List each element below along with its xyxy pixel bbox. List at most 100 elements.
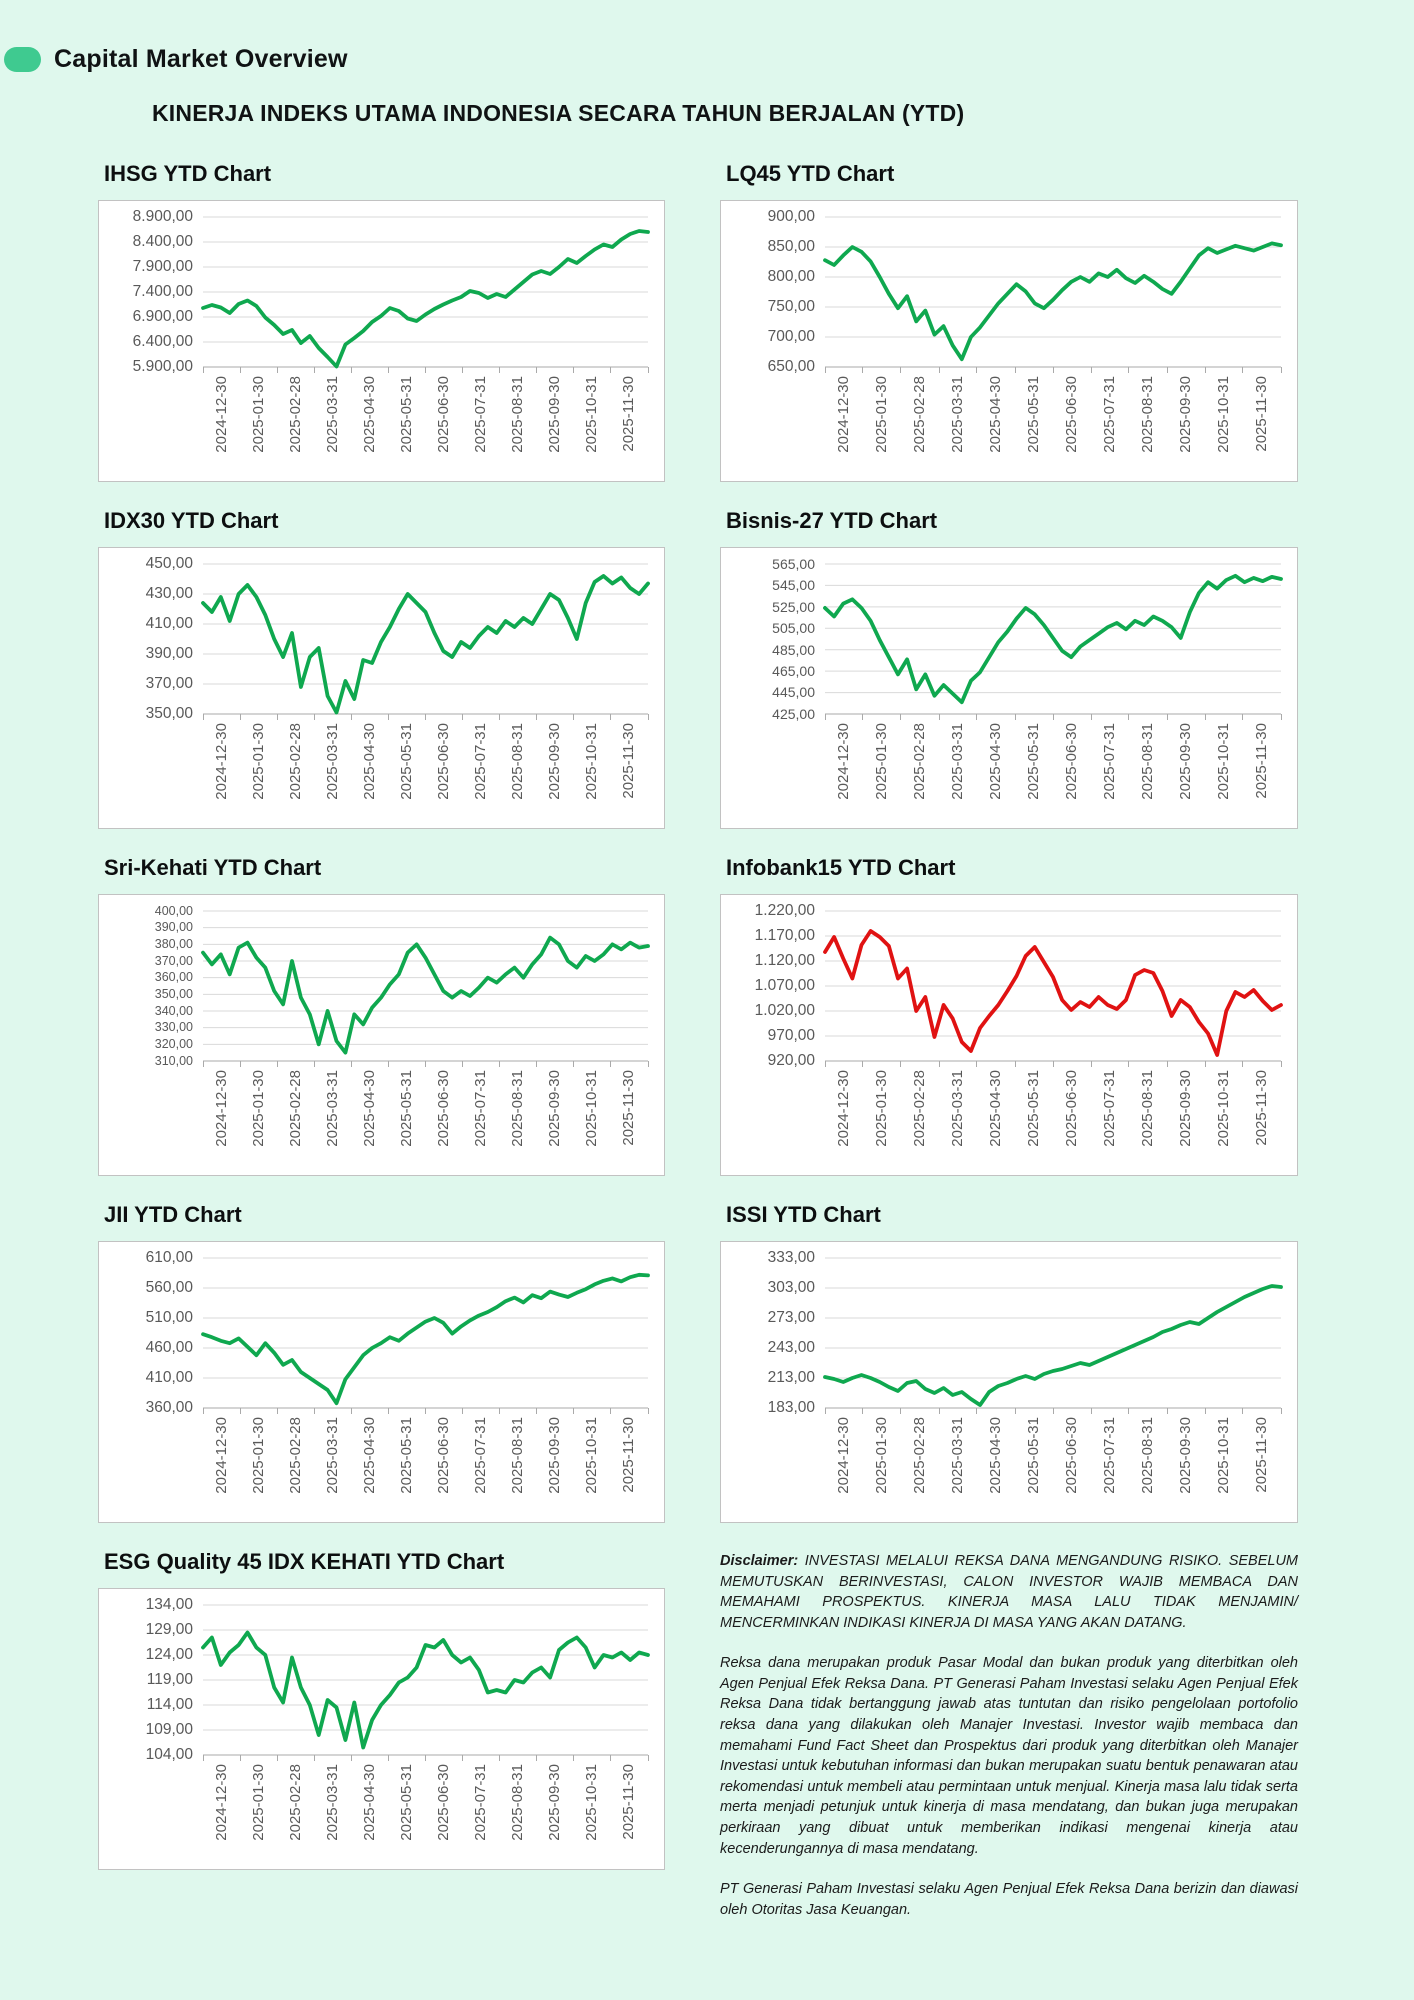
axis-tick [647, 714, 649, 720]
axis-tick [1052, 1408, 1054, 1414]
axis-tick [350, 1408, 352, 1414]
axis-tick [536, 1755, 538, 1761]
axis-tick [536, 714, 538, 720]
axis-tick [387, 367, 389, 373]
y-axis-label: 900,00 [767, 208, 815, 226]
x-axis-label: 2024-12-30 [834, 723, 852, 800]
axis-tick [900, 1061, 902, 1067]
y-axis-labels: 1.220,00 1.170,00 1.120,00 1.070,00 1.020,00… [729, 902, 825, 1069]
x-axis-label: 2025-07-31 [1101, 376, 1118, 453]
axis-tick [824, 1408, 826, 1414]
brand-pill-icon [4, 47, 41, 72]
y-axis-label: 650,00 [767, 358, 815, 375]
axis-tick [387, 1408, 389, 1414]
y-axis-label: 370,00 [145, 675, 193, 692]
chart-box: 900,00 850,00 800,00 750,00 700,00 650,00 202… [720, 200, 1298, 482]
y-axis-label: 8.400,00 [132, 233, 193, 250]
axis-tick [499, 1408, 501, 1414]
x-axis-label: 2025-02-28 [911, 723, 928, 800]
chart-cell-bisnis-27: Bisnis-27 YTD Chart 565,00 545,00 525,00 50… [720, 508, 1298, 829]
top-brand-bar: Capital Market Overview [0, 0, 1414, 74]
x-axis-label: 2025-04-30 [360, 1070, 378, 1147]
x-axis-label: 2024-12-30 [212, 1070, 230, 1147]
y-axis-label: 525,00 [772, 598, 815, 615]
x-axis-label: 2024-12-30 [834, 1070, 852, 1147]
axis-tick [573, 1408, 575, 1414]
x-axis-label: 2025-10-31 [583, 723, 601, 800]
x-axis-label: 2025-07-31 [1101, 1417, 1118, 1494]
chart-title: Sri-Kehati YTD Chart [104, 855, 322, 880]
chart-title: Infobank15 YTD Chart [726, 855, 956, 880]
axis-tick [1166, 367, 1168, 373]
axis-tick [1090, 1408, 1092, 1414]
x-axis-label: 2025-06-30 [435, 723, 453, 800]
x-axis-label: 2025-11-30 [1253, 1417, 1270, 1493]
x-axis-labels: 2024-12-30 2025-01-30 2025-02-28 2025-03-31… [824, 1408, 1282, 1514]
axis-tick [202, 714, 204, 720]
x-axis-label: 2025-04-30 [987, 376, 1004, 453]
y-axis-label: 350,00 [154, 987, 193, 1002]
x-axis-label: 2025-06-30 [1063, 723, 1080, 800]
axis-tick [976, 1061, 978, 1067]
y-axis-label: 505,00 [772, 620, 815, 637]
disclaimer-paragraph-2: Reksa dana merupakan produk Pasar Modal … [720, 1655, 1298, 1857]
axis-tick [462, 1408, 464, 1414]
axis-tick [499, 367, 501, 373]
x-axis-label: 2025-04-30 [987, 723, 1004, 800]
x-axis-labels: 2024-12-30 2025-01-30 2025-02-28 2025-03-31… [824, 714, 1282, 820]
axis-tick [499, 1755, 501, 1761]
x-axis-label: 2025-02-28 [286, 1417, 304, 1494]
y-axis-label: 320,00 [154, 1037, 193, 1052]
x-axis-label: 2025-01-30 [873, 1417, 890, 1494]
x-axis-label: 2025-03-31 [949, 1070, 966, 1147]
axis-tick [938, 1061, 940, 1067]
plot-svg [203, 1605, 648, 1755]
chart-title: Bisnis-27 YTD Chart [726, 508, 938, 533]
y-axis-label: 8.900,00 [132, 208, 193, 226]
x-axis-label: 2025-02-28 [286, 376, 304, 453]
axis-tick [1014, 1408, 1016, 1414]
x-axis-label: 2025-08-31 [509, 376, 527, 453]
x-axis-label: 2025-01-30 [249, 1417, 267, 1494]
x-axis-label: 2025-08-31 [509, 1070, 527, 1147]
disclaimer-paragraph-3: PT Generasi Paham Investasi selaku Agen … [720, 1881, 1298, 1918]
axis-tick [462, 367, 464, 373]
x-axis-label: 2025-05-31 [1024, 1417, 1042, 1494]
plot-svg [825, 217, 1281, 367]
axis-tick [313, 367, 315, 373]
chart-title: JII YTD Chart [104, 1202, 242, 1227]
x-axis-label: 2025-04-30 [360, 723, 378, 800]
x-axis-label: 2025-11-30 [620, 1764, 638, 1840]
y-axis-label: 333,00 [767, 1249, 815, 1267]
y-axis-labels: 134,00 129,00 124,00 119,00 114,00 109,00 104,… [107, 1596, 203, 1763]
chart-cell-esg: ESG Quality 45 IDX KEHATI YTD Chart 134,… [98, 1549, 665, 1940]
chart-title: ISSI YTD Chart [726, 1202, 881, 1227]
x-axis-label: 2025-01-30 [873, 1070, 890, 1147]
series-line [825, 931, 1281, 1055]
x-axis-label: 2025-03-31 [949, 376, 966, 453]
axis-tick [202, 1408, 204, 1414]
series-line [825, 576, 1281, 702]
x-axis-label: 2025-11-30 [1253, 1070, 1270, 1146]
x-axis-label: 2025-05-31 [397, 1764, 415, 1841]
y-axis-label: 330,00 [154, 1020, 193, 1035]
y-axis-label: 430,00 [145, 585, 193, 602]
y-axis-label: 460,00 [145, 1339, 193, 1356]
axis-tick [1128, 367, 1130, 373]
chart-box: 610,00 560,00 510,00 460,00 410,00 360,00 202… [98, 1241, 665, 1523]
x-axis-label: 2025-05-31 [1024, 723, 1042, 800]
x-axis-label: 2025-08-31 [1139, 1070, 1156, 1147]
axis-tick [1128, 1408, 1130, 1414]
x-axis-label: 2025-08-31 [1139, 723, 1156, 800]
plot-area: 2024-12-30 2025-01-30 2025-02-28 2025-03-31… [825, 1258, 1281, 1514]
plot-area: 2024-12-30 2025-01-30 2025-02-28 2025-03-31… [825, 217, 1281, 473]
x-axis-label: 2025-08-31 [1139, 376, 1156, 453]
y-axis-label: 390,00 [145, 645, 193, 662]
x-axis-labels: 2024-12-30 2025-01-30 2025-02-28 2025-03-31… [824, 367, 1282, 473]
axis-tick [610, 714, 612, 720]
x-axis-label: 2025-03-31 [949, 723, 966, 800]
axis-tick [610, 1755, 612, 1761]
y-axis-label: 109,00 [145, 1721, 193, 1738]
x-axis-label: 2025-05-31 [1024, 1070, 1042, 1147]
